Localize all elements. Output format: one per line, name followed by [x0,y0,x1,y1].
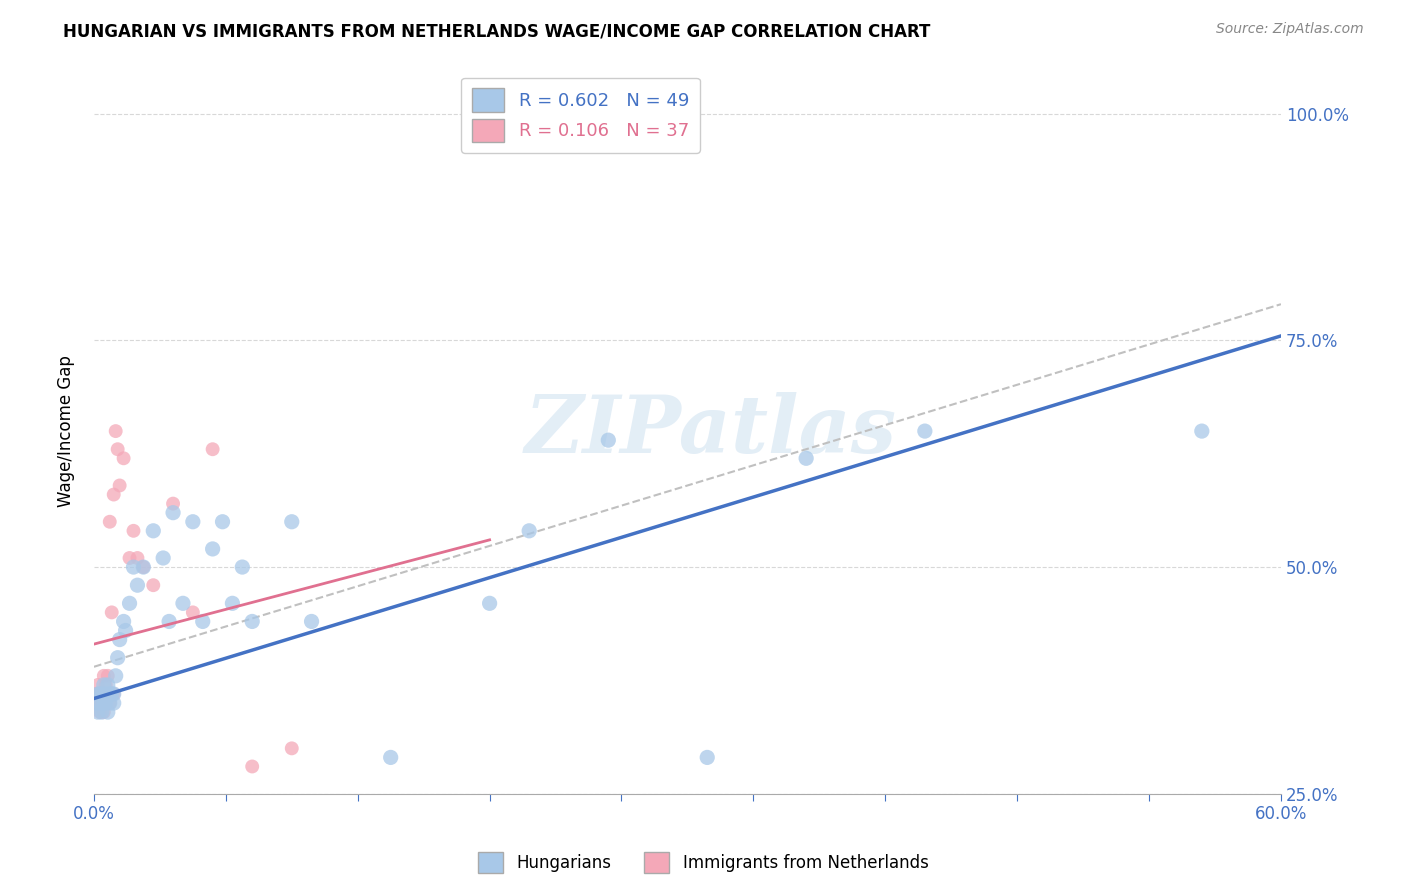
Point [127,578,149,592]
Point [103,487,125,501]
Point [93,669,115,683]
Point [89,687,111,701]
Point [93,705,115,719]
Point [103,687,125,701]
Point [94,696,117,710]
Point [172,596,194,610]
Point [201,541,224,556]
Point [118,551,141,566]
Point [90,696,112,710]
Point [191,615,214,629]
Point [97,705,120,719]
Point [240,759,263,773]
Point [142,578,165,592]
Point [94,696,117,710]
Point [89,696,111,710]
Point [181,515,204,529]
Point [90,687,112,701]
Text: ZIPatlas: ZIPatlas [524,392,897,470]
Legend: Hungarians, Immigrants from Netherlands: Hungarians, Immigrants from Netherlands [471,846,935,880]
Point [240,615,263,629]
Text: HUNGARIAN VS IMMIGRANTS FROM NETHERLANDS WAGE/INCOME GAP CORRELATION CHART: HUNGARIAN VS IMMIGRANTS FROM NETHERLANDS… [63,22,931,40]
Point [221,596,243,610]
Point [89,696,111,710]
Point [93,696,115,710]
Point [281,515,304,529]
Point [517,887,540,892]
Point [87,687,110,701]
Point [231,560,253,574]
Point [103,696,125,710]
Point [90,705,112,719]
Point [118,596,141,610]
Point [152,551,174,566]
Point [87,687,110,701]
Point [122,560,145,574]
Point [517,524,540,538]
Point [98,696,121,710]
Point [97,678,120,692]
Point [201,442,224,457]
Point [114,624,136,638]
Point [112,451,135,466]
Point [87,696,110,710]
Point [84,696,107,710]
Point [87,705,110,719]
Point [157,615,180,629]
Point [108,478,131,492]
Point [122,524,145,538]
Point [181,606,204,620]
Point [98,515,121,529]
Legend: R = 0.602   N = 49, R = 0.106   N = 37: R = 0.602 N = 49, R = 0.106 N = 37 [461,78,700,153]
Point [98,696,121,710]
Point [162,497,184,511]
Point [97,669,120,683]
Point [100,687,122,701]
Point [132,560,155,574]
Point [103,687,125,701]
Y-axis label: Wage/Income Gap: Wage/Income Gap [58,355,75,507]
Point [478,596,501,610]
Point [93,687,115,701]
Point [89,705,111,719]
Point [281,741,304,756]
Point [1191,424,1213,438]
Point [142,524,165,538]
Point [94,687,117,701]
Point [108,632,131,647]
Point [87,678,110,692]
Point [93,678,115,692]
Point [84,696,107,710]
Point [380,750,402,764]
Point [107,650,129,665]
Text: Source: ZipAtlas.com: Source: ZipAtlas.com [1216,22,1364,37]
Point [98,687,121,701]
Point [127,551,149,566]
Point [104,424,127,438]
Point [107,442,129,457]
Point [94,678,117,692]
Point [162,506,184,520]
Point [696,750,718,764]
Point [97,687,120,701]
Point [100,606,122,620]
Point [90,687,112,701]
Point [794,451,817,466]
Point [914,424,936,438]
Point [132,560,155,574]
Point [89,687,111,701]
Point [211,515,233,529]
Point [598,433,620,447]
Point [104,669,127,683]
Point [84,687,107,701]
Point [301,615,323,629]
Point [112,615,135,629]
